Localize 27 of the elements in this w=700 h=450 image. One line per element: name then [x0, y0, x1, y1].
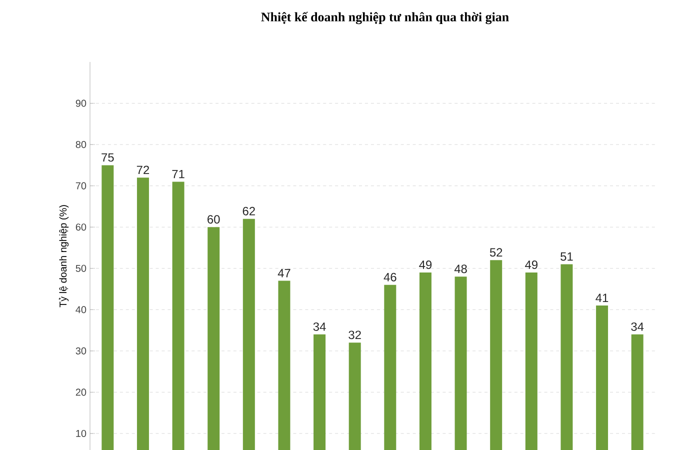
y-tick-label: 30 — [76, 347, 86, 354]
y-tick-label: 80 — [76, 140, 86, 148]
y-tick-label: 50 — [76, 264, 86, 272]
data-label: 41 — [596, 294, 608, 302]
y-tick-label: 90 — [76, 100, 86, 107]
y-tick-label: 40 — [76, 306, 86, 314]
data-label: 34 — [313, 322, 326, 331]
data-label: 60 — [208, 215, 220, 224]
data-label: 34 — [631, 322, 644, 331]
y-axis-title: Tỷ lệ doanh nghiệp (%) — [58, 205, 69, 308]
data-label: 51 — [560, 252, 573, 261]
y-tick-label: 10 — [76, 430, 86, 437]
data-label: 72 — [136, 166, 150, 174]
data-label: 48 — [454, 264, 467, 274]
chart-title: Nhiệt kế doanh nghiệp tư nhân qua thời gian — [261, 12, 509, 24]
data-label: 62 — [242, 206, 255, 216]
data-label: 52 — [490, 248, 502, 256]
data-label: 32 — [348, 330, 361, 340]
data-label: 47 — [278, 268, 290, 278]
y-tick-label: 60 — [76, 223, 86, 231]
data-label: 49 — [525, 260, 538, 269]
data-label: 71 — [172, 170, 184, 178]
y-tick-label: 70 — [76, 182, 86, 190]
data-label: 46 — [384, 272, 396, 282]
y-tick-label: 20 — [76, 388, 86, 396]
data-label: 75 — [102, 153, 114, 162]
data-label: 49 — [419, 260, 432, 269]
